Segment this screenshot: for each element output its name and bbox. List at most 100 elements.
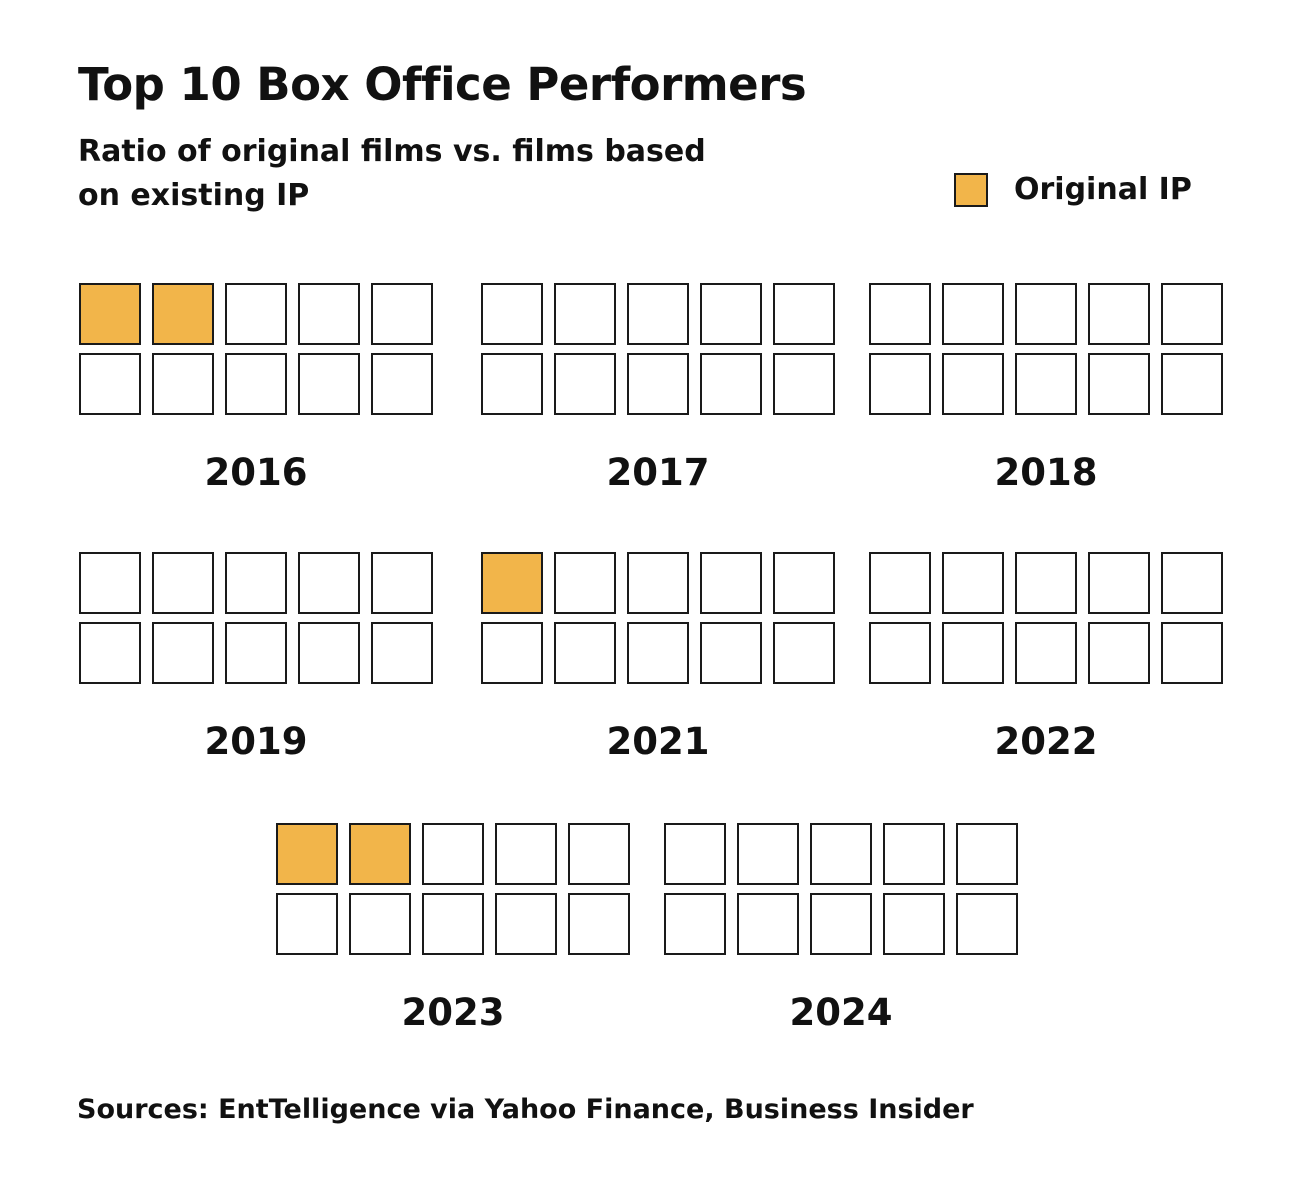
waffle-cell-2017-10-existing xyxy=(773,353,835,415)
waffle-cell-2019-4-existing xyxy=(298,552,360,614)
waffle-cell-2022-6-existing xyxy=(869,622,931,684)
waffle-cell-2021-10-existing xyxy=(773,622,835,684)
waffle-cell-2023-9-existing xyxy=(495,893,557,955)
waffle-cell-2024-10-existing xyxy=(956,893,1018,955)
chart-subtitle: Ratio of original films vs. films based … xyxy=(78,134,706,213)
waffle-cell-2018-6-existing xyxy=(869,353,931,415)
waffle-cell-2016-5-existing xyxy=(371,283,433,345)
waffle-cell-2019-2-existing xyxy=(152,552,214,614)
waffle-cell-2023-6-existing xyxy=(276,893,338,955)
waffle-cell-2019-9-existing xyxy=(298,622,360,684)
waffle-cell-2022-2-existing xyxy=(942,552,1004,614)
waffle-cell-2019-7-existing xyxy=(152,622,214,684)
waffle-cell-2022-4-existing xyxy=(1088,552,1150,614)
waffle-cell-2016-4-existing xyxy=(298,283,360,345)
waffle-cell-2024-7-existing xyxy=(737,893,799,955)
legend-swatch-original-ip xyxy=(954,172,988,207)
waffle-cell-2017-2-existing xyxy=(554,283,616,345)
waffle-cell-2022-9-existing xyxy=(1088,622,1150,684)
waffle-cell-2022-8-existing xyxy=(1015,622,1077,684)
waffle-cell-2016-1-original xyxy=(79,283,141,345)
waffle-cell-2017-8-existing xyxy=(627,353,689,415)
waffle-cell-2023-7-existing xyxy=(349,893,411,955)
waffle-cell-2016-10-existing xyxy=(371,353,433,415)
year-group-2022: 2022 xyxy=(869,552,1223,763)
waffle-cell-2018-7-existing xyxy=(942,353,1004,415)
waffle-cell-2022-3-existing xyxy=(1015,552,1077,614)
waffle-cell-2023-8-existing xyxy=(422,893,484,955)
year-label-2022: 2022 xyxy=(995,720,1098,763)
waffle-cell-2024-9-existing xyxy=(883,893,945,955)
waffle-cell-2016-7-existing xyxy=(152,353,214,415)
waffle-cell-2024-1-existing xyxy=(664,823,726,885)
waffle-cell-2016-3-existing xyxy=(225,283,287,345)
waffle-cell-2018-4-existing xyxy=(1088,283,1150,345)
waffle-cell-2021-9-existing xyxy=(700,622,762,684)
waffle-cell-2022-10-existing xyxy=(1161,622,1223,684)
waffle-cell-2018-3-existing xyxy=(1015,283,1077,345)
legend: Original IP xyxy=(954,172,1192,207)
waffle-cell-2022-5-existing xyxy=(1161,552,1223,614)
waffle-cell-2021-8-existing xyxy=(627,622,689,684)
waffle-cell-2019-5-existing xyxy=(371,552,433,614)
waffle-cell-2021-1-original xyxy=(481,552,543,614)
waffle-cell-2018-1-existing xyxy=(869,283,931,345)
year-group-2024: 2024 xyxy=(664,823,1018,1034)
year-group-2023: 2023 xyxy=(276,823,630,1034)
waffle-cell-2018-10-existing xyxy=(1161,353,1223,415)
year-group-2018: 2018 xyxy=(869,283,1223,494)
waffle-cell-2017-7-existing xyxy=(554,353,616,415)
waffle-cell-2022-1-existing xyxy=(869,552,931,614)
waffle-cell-2019-8-existing xyxy=(225,622,287,684)
waffle-cell-2018-9-existing xyxy=(1088,353,1150,415)
waffle-cell-2016-2-original xyxy=(152,283,214,345)
waffle-cell-2016-8-existing xyxy=(225,353,287,415)
waffle-cell-2019-10-existing xyxy=(371,622,433,684)
waffle-cell-2024-4-existing xyxy=(883,823,945,885)
waffle-cell-2019-3-existing xyxy=(225,552,287,614)
year-label-2018: 2018 xyxy=(995,451,1098,494)
year-label-2019: 2019 xyxy=(205,720,308,763)
waffle-cell-2021-3-existing xyxy=(627,552,689,614)
legend-label-original-ip: Original IP xyxy=(1014,172,1192,207)
waffle-cell-2024-3-existing xyxy=(810,823,872,885)
waffle-cell-2024-6-existing xyxy=(664,893,726,955)
year-label-2021: 2021 xyxy=(607,720,710,763)
waffle-cell-2018-8-existing xyxy=(1015,353,1077,415)
waffle-cell-2022-7-existing xyxy=(942,622,1004,684)
waffle-cell-2023-10-existing xyxy=(568,893,630,955)
waffle-cell-2023-4-existing xyxy=(495,823,557,885)
waffle-cell-2023-1-original xyxy=(276,823,338,885)
waffle-cell-2021-4-existing xyxy=(700,552,762,614)
waffle-cell-2018-2-existing xyxy=(942,283,1004,345)
waffle-cell-2017-4-existing xyxy=(700,283,762,345)
source-note: Sources: EntTelligence via Yahoo Finance… xyxy=(77,1094,974,1125)
waffle-cell-2021-7-existing xyxy=(554,622,616,684)
waffle-cell-2017-3-existing xyxy=(627,283,689,345)
waffle-cell-2024-8-existing xyxy=(810,893,872,955)
waffle-cell-2021-6-existing xyxy=(481,622,543,684)
waffle-cell-2024-2-existing xyxy=(737,823,799,885)
waffle-cell-2023-5-existing xyxy=(568,823,630,885)
waffle-cell-2017-9-existing xyxy=(700,353,762,415)
waffle-cell-2019-6-existing xyxy=(79,622,141,684)
waffle-cell-2017-5-existing xyxy=(773,283,835,345)
year-label-2023: 2023 xyxy=(402,991,505,1034)
waffle-cell-2016-9-existing xyxy=(298,353,360,415)
waffle-cell-2016-6-existing xyxy=(79,353,141,415)
year-group-2019: 2019 xyxy=(79,552,433,763)
waffle-cell-2021-2-existing xyxy=(554,552,616,614)
year-group-2021: 2021 xyxy=(481,552,835,763)
waffle-cell-2017-1-existing xyxy=(481,283,543,345)
chart-title: Top 10 Box Office Performers xyxy=(78,58,807,111)
year-label-2017: 2017 xyxy=(607,451,710,494)
waffle-cell-2018-5-existing xyxy=(1161,283,1223,345)
year-group-2016: 2016 xyxy=(79,283,433,494)
waffle-cell-2019-1-existing xyxy=(79,552,141,614)
year-group-2017: 2017 xyxy=(481,283,835,494)
waffle-cell-2024-5-existing xyxy=(956,823,1018,885)
waffle-cell-2023-3-existing xyxy=(422,823,484,885)
waffle-cell-2023-2-original xyxy=(349,823,411,885)
waffle-cell-2017-6-existing xyxy=(481,353,543,415)
